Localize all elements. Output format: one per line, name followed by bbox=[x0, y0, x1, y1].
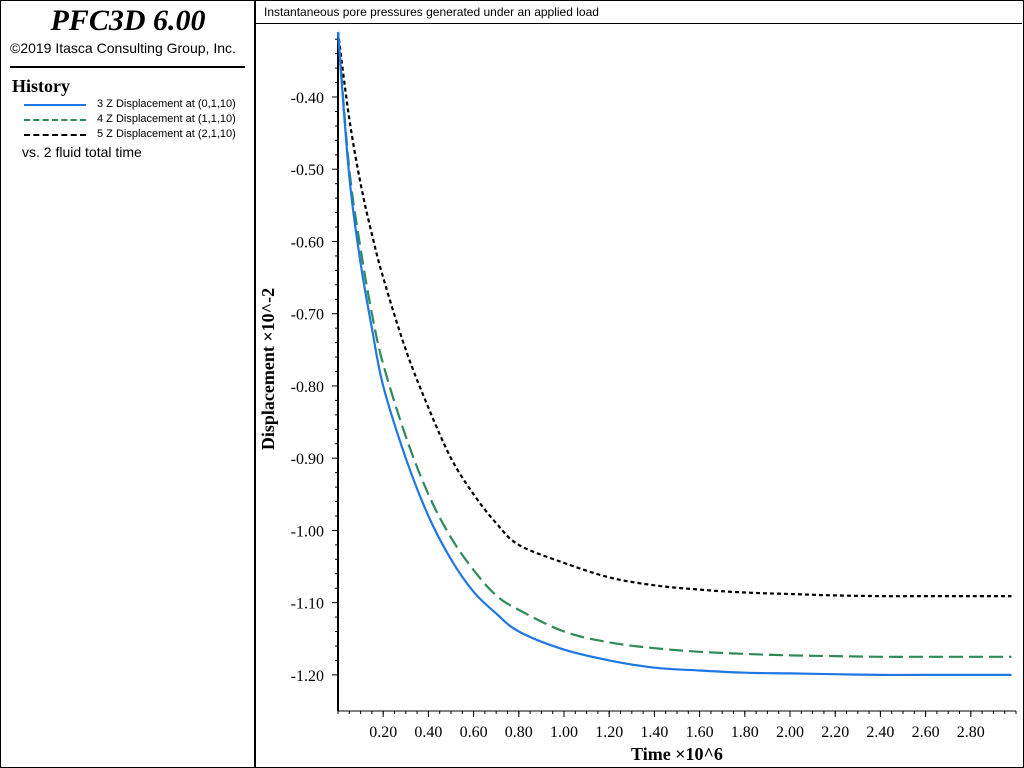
x-tick-label: 0.60 bbox=[460, 724, 488, 741]
y-tick-label: -1.00 bbox=[291, 523, 324, 540]
legend-swatch-dotted bbox=[24, 134, 86, 136]
y-tick-label: -0.40 bbox=[291, 90, 324, 107]
y-tick-label: -0.50 bbox=[291, 162, 324, 179]
series-lines bbox=[336, 31, 1012, 677]
x-tick-label: 2.80 bbox=[957, 724, 985, 741]
copyright-text: ©2019 Itasca Consulting Group, Inc. bbox=[10, 40, 236, 56]
y-ticks: -0.40 -0.50 -0.60 -0.70 -0.80 -0.90 -1.00 -1.10… bbox=[291, 38, 338, 685]
divider bbox=[10, 66, 245, 68]
y-tick-label: -0.80 bbox=[291, 379, 324, 396]
y-tick-label: -1.20 bbox=[291, 668, 324, 685]
history-heading: History bbox=[12, 76, 70, 96]
x-tick-label: 0.80 bbox=[505, 724, 533, 741]
plot-header: Instantaneous pore pressures generated u… bbox=[256, 0, 1022, 24]
legend-swatch-solid bbox=[24, 104, 86, 106]
legend-swatch-dashed bbox=[24, 119, 86, 121]
line-chart: -0.40 -0.50 -0.60 -0.70 -0.80 -0.90 -1.00 -1.10… bbox=[258, 31, 1017, 764]
x-tick-label: 2.20 bbox=[821, 724, 849, 741]
x-tick-label: 2.40 bbox=[866, 724, 894, 741]
chart-title: Instantaneous pore pressures generated u… bbox=[264, 5, 599, 19]
app-title: PFC3D 6.00 bbox=[50, 4, 206, 37]
x-tick-label: 1.20 bbox=[595, 724, 623, 741]
x-ticks: 0.20 0.40 0.60 0.80 1.00 1.20 1.40 1.60 1.80 2.00… bbox=[337, 711, 1017, 741]
series-line-3 bbox=[336, 31, 1012, 598]
x-axis-label: Time ×10^6 bbox=[631, 744, 723, 764]
y-tick-label: -0.60 bbox=[291, 234, 324, 251]
x-tick-label: 2.00 bbox=[776, 724, 804, 741]
x-tick-label: 1.60 bbox=[686, 724, 714, 741]
x-tick-label: 2.60 bbox=[912, 724, 940, 741]
x-tick-label: 1.80 bbox=[731, 724, 759, 741]
series-line-1 bbox=[336, 31, 1012, 677]
series-line-2 bbox=[336, 31, 1012, 658]
x-tick-label: 1.00 bbox=[550, 724, 578, 741]
y-tick-label: -0.90 bbox=[291, 451, 324, 468]
axes bbox=[337, 32, 1016, 712]
x-variable-label: vs. 2 fluid total time bbox=[22, 144, 142, 160]
legend-label: 4 Z Displacement at (1,1,10) bbox=[97, 113, 236, 125]
x-tick-label: 0.20 bbox=[369, 724, 397, 741]
legend-label: 3 Z Displacement at (0,1,10) bbox=[97, 98, 236, 110]
x-tick-label: 0.40 bbox=[414, 724, 442, 741]
y-tick-label: -1.10 bbox=[291, 596, 324, 613]
x-tick-label: 1.40 bbox=[640, 724, 668, 741]
legend-panel: PFC3D 6.00 ©2019 Itasca Consulting Group… bbox=[0, 0, 256, 768]
y-axis-label: Displacement ×10^-2 bbox=[258, 288, 278, 450]
y-tick-label: -0.70 bbox=[291, 307, 324, 324]
legend-label: 5 Z Displacement at (2,1,10) bbox=[97, 128, 236, 140]
